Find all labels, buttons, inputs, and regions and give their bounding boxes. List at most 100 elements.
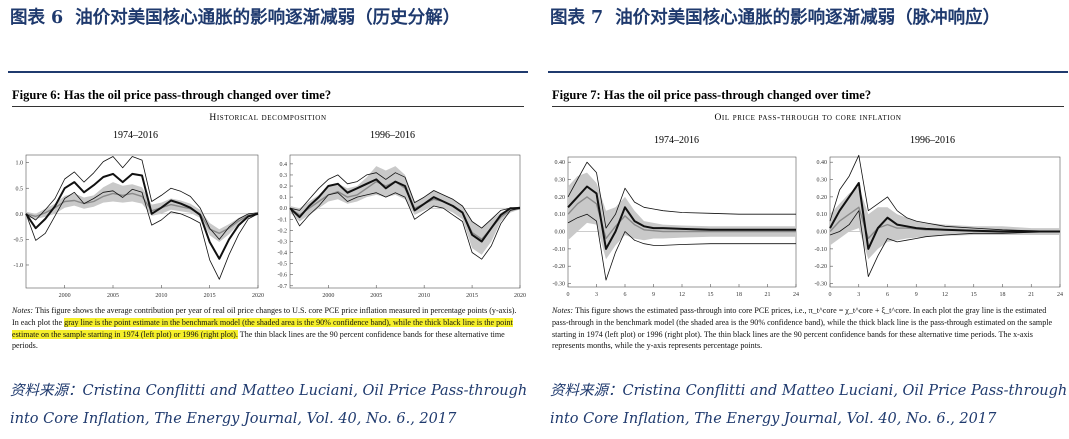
y-tick-label: 0.20 [817,195,828,201]
left-figure-title: Figure 6: Has the oil price pass-through… [12,88,332,102]
chart-title: 1996–2016 [370,130,415,141]
x-tick-label: 0 [567,292,570,298]
right-panel: 图表 7 油价对美国核心通胀的影响逐渐减弱（脉冲响应） Figure 7: Has … [548,0,1068,439]
x-tick-label: 12 [942,292,948,298]
plot-frame [289,154,521,289]
y-tick-label: -0.10 [815,247,828,253]
series-line-gray [25,192,259,235]
series-line-thin [25,156,259,240]
y-tick-label: 0.0 [16,212,24,218]
series-line-thin [567,161,796,229]
x-tick-label: 2000 [59,293,71,299]
y-tick-label: -0.1 [278,217,288,223]
right-cn-title: 图表 7 油价对美国核心通胀的影响逐渐减弱（脉冲响应） [550,8,1001,28]
y-tick-label: -1.0 [14,263,24,269]
series-line-thick [829,182,1060,250]
y-tick-label: -0.6 [278,273,288,279]
series-line-thin [567,213,796,281]
y-tick-label: 0.2 [280,184,288,190]
y-tick-label: 0.5 [16,186,24,192]
x-tick-label: 2010 [418,293,430,299]
y-tick-label: -0.30 [815,282,828,288]
chart-historical-1974: 1.0 0.5 0.0 -0.5 -1.0 2000 2005 2010 2015 2020 [14,154,264,299]
series-line-thick [25,172,259,260]
x-tick-label: 18 [736,292,742,298]
x-tick-label: 6 [624,292,627,298]
right-figure-subtitle: Oil price pass-through to core inflation [714,113,902,123]
left-figure-subtitle: Historical decomposition [209,113,327,123]
chart-title: 1974–2016 [654,135,699,146]
x-tick-label: 2015 [466,293,478,299]
y-tick-label: -0.20 [553,264,566,270]
right-figure-title: Figure 7: Has the oil price pass-through… [552,88,872,102]
series-line-thin [829,154,1061,232]
x-tick-label: 3 [595,292,598,298]
left-figure: Figure 6: Has the oil price pass-through… [8,79,528,369]
y-tick-label: 0.1 [280,195,288,201]
y-tick-label: 0.4 [280,162,288,168]
x-tick-label: 2015 [204,293,216,299]
right-figure-rule [552,106,1064,107]
left-figure-rule [12,106,524,107]
x-tick-label: 12 [679,292,685,298]
chart-historical-1996: 0.4 0.3 0.2 0.1 0.0 -0.1 -0.2 -0.3 -0.4 -0.5 -0.6 -… [278,154,526,299]
confidence-band [290,166,520,255]
y-tick-label: 0.30 [817,178,828,184]
y-tick-label: 0.00 [817,230,828,236]
x-tick-label: 2000 [322,293,334,299]
y-tick-label: 0.40 [555,160,566,166]
y-tick-label: -0.5 [14,237,24,243]
x-tick-label: 2020 [514,293,526,299]
x-tick-label: 3 [857,292,860,298]
series-line-thick [567,185,796,250]
series-line-thin [289,192,521,260]
y-tick-label: -0.7 [278,284,288,290]
y-tick-label: 0.30 [555,178,566,184]
y-tick-label: 0.10 [555,212,566,218]
x-tick-label: 18 [1000,292,1006,298]
x-tick-label: 2020 [252,293,264,299]
left-cn-title: 图表 6 油价对美国核心通胀的影响逐渐减弱（历史分解） [10,8,461,28]
right-notes: Notes: This figure shows the estimated p… [552,306,1053,351]
confidence-band [26,182,258,242]
left-notes: Notes: This figure shows the average con… [12,306,517,351]
x-tick-label: 2005 [370,293,382,299]
chart-pass-through-1996: 0.40 0.30 0.20 0.10 0.00 -0.10 -0.20 -0.300 3 6 9 1… [815,154,1063,298]
y-tick-label: -0.20 [815,264,828,270]
y-tick-label: 0.40 [817,160,828,166]
x-tick-label: 24 [793,292,799,298]
left-panel: 图表 6 油价对美国核心通胀的影响逐渐减弱（历史分解） Figure 6: Has … [8,0,528,439]
x-tick-label: 15 [971,292,977,298]
right-source: 资料来源：Cristina Conflitti and Matteo Lucia… [550,383,1068,427]
x-tick-label: 9 [915,292,918,298]
x-tick-label: 15 [708,292,714,298]
y-tick-label: -0.30 [553,282,566,288]
y-tick-label: 0.10 [817,212,828,218]
x-tick-label: 2010 [155,293,167,299]
y-tick-label: 1.0 [16,161,24,167]
y-tick-label: 0.00 [555,230,566,236]
y-tick-label: -0.4 [278,251,288,257]
x-tick-label: 21 [1028,292,1034,298]
x-tick-label: 2005 [107,293,119,299]
chart-pass-through-1974: 0.40 0.30 0.20 0.10 0.00 -0.10 -0.20 -0.300 3 6 9 1… [553,156,799,298]
y-tick-label: -0.10 [553,247,566,253]
x-tick-label: 6 [886,292,889,298]
y-tick-label: 0.0 [280,206,288,212]
plot-frame [25,154,259,289]
left-source: 资料来源：Cristina Conflitti and Matteo Lucia… [10,383,528,427]
y-tick-label: -0.5 [278,262,288,268]
x-tick-label: 9 [652,292,655,298]
right-figure: Figure 7: Has the oil price pass-through… [548,79,1068,369]
series-line-thick [289,178,520,243]
y-tick-label: 0.20 [555,195,566,201]
confidence-band [568,172,796,260]
series-line-thin [289,172,521,229]
series-line-thin [829,210,1061,278]
x-tick-label: 0 [829,292,832,298]
series-line-thin [25,188,259,280]
x-tick-label: 24 [1057,292,1063,298]
right-title-rule [548,71,1068,73]
series-line-gray [567,196,796,240]
confidence-band [830,186,1060,260]
